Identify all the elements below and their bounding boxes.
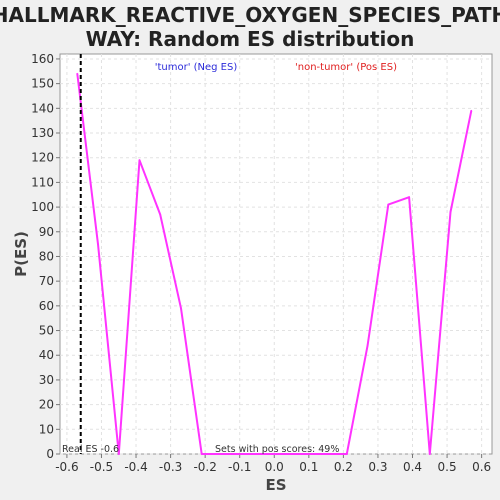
data-point [470, 109, 473, 112]
data-point [408, 196, 410, 199]
y-tick-label: 50 [39, 324, 54, 338]
data-point [76, 72, 79, 75]
chart-title-line-1: HALLMARK_REACTIVE_OXYGEN_SPECIES_PATH [0, 3, 500, 27]
x-tick-label: 0.4 [403, 460, 422, 474]
data-point [117, 453, 120, 455]
x-tick-label: -0.1 [228, 460, 251, 474]
x-tick-label: 0.2 [334, 460, 353, 474]
y-tick-label: 90 [39, 225, 54, 239]
x-tick-label: -0.3 [159, 460, 182, 474]
data-point [325, 453, 328, 455]
data-point [200, 453, 203, 455]
y-axis-label: P(ES) [12, 231, 30, 277]
pos-es-label: 'non-tumor' (Pos ES) [295, 62, 397, 73]
y-axis-ticks: 0 10 20 30 40 50 60 70 80 90 100 110 120 130 140 150 160 [31, 52, 60, 461]
data-point [449, 211, 452, 213]
y-tick-label: 30 [39, 373, 54, 387]
data-point [242, 453, 245, 455]
x-tick-label: -0.6 [55, 460, 78, 474]
y-tick-label: 110 [31, 175, 54, 189]
chart-title-line-2: WAY: Random ES distribution [86, 27, 415, 51]
x-tick-label: 0.5 [438, 460, 457, 474]
data-point [138, 159, 141, 162]
y-tick-label: 10 [39, 422, 54, 436]
y-tick-label: 0 [46, 447, 54, 461]
data-point [304, 453, 307, 455]
x-tick-label: 0.0 [265, 460, 284, 474]
x-axis-ticks: -0.6 -0.5 -0.4 -0.3 -0.2 -0.1 0.0 0.1 0.2 0.3 0.4 0… [55, 454, 491, 474]
data-point [345, 453, 348, 455]
data-point [221, 453, 224, 455]
y-tick-label: 80 [39, 249, 54, 263]
y-tick-label: 140 [31, 101, 54, 115]
real-es-label: Real ES -0.6 [62, 444, 119, 455]
data-point [97, 243, 99, 246]
data-point [387, 203, 390, 206]
y-tick-label: 40 [39, 348, 54, 362]
x-tick-label: -0.4 [124, 460, 147, 474]
data-point [159, 213, 162, 216]
series-line [76, 73, 473, 455]
y-tick-label: 120 [31, 151, 54, 165]
plot-area [59, 53, 493, 455]
neg-es-label: 'tumor' (Neg ES) [155, 62, 238, 73]
y-tick-label: 130 [31, 126, 54, 140]
series-layer [76, 72, 473, 455]
y-tick-label: 20 [39, 398, 54, 412]
data-point [283, 453, 286, 455]
data-point [428, 453, 431, 455]
y-tick-label: 70 [39, 274, 54, 288]
y-tick-label: 160 [31, 52, 54, 66]
data-point [366, 344, 369, 347]
data-point [263, 453, 265, 455]
x-tick-label: -0.5 [90, 460, 113, 474]
x-tick-label: 0.1 [299, 460, 318, 474]
y-tick-label: 100 [31, 200, 54, 214]
y-tick-label: 60 [39, 299, 54, 313]
y-tick-label: 150 [31, 77, 54, 91]
data-point [180, 307, 182, 310]
x-tick-label: 0.6 [472, 460, 491, 474]
x-axis-label: ES [265, 476, 286, 494]
x-tick-label: 0.3 [368, 460, 387, 474]
x-tick-label: -0.2 [193, 460, 216, 474]
pos-scores-label: Sets with pos scores: 49% [215, 444, 339, 455]
